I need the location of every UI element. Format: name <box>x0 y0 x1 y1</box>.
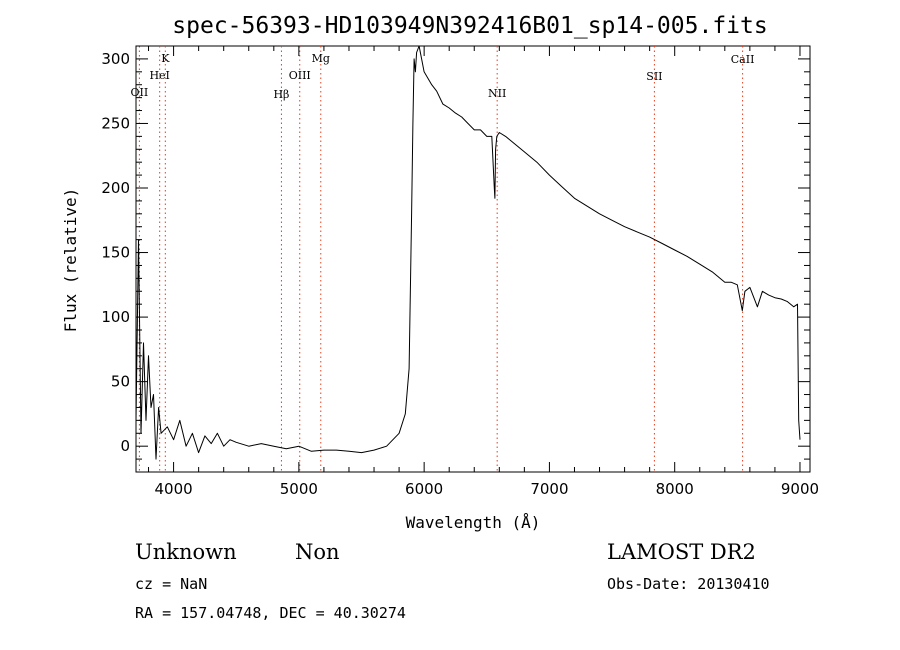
x-tick-label: 5000 <box>280 480 318 498</box>
line-marker-label: Mg <box>312 52 330 65</box>
line-marker-label: OII <box>131 86 149 99</box>
x-tick-label: 8000 <box>656 480 694 498</box>
y-axis-label: Flux (relative) <box>61 188 80 333</box>
obs-date: Obs-Date: 20130410 <box>607 575 770 593</box>
chart-title: spec-56393-HD103949N392416B01_sp14-005.f… <box>172 13 767 39</box>
y-tick-label: 300 <box>101 50 130 68</box>
x-tick-label: 6000 <box>405 480 443 498</box>
x-axis-label: Wavelength (Å) <box>406 513 541 532</box>
y-tick-label: 200 <box>101 179 130 197</box>
y-tick-label: 50 <box>111 373 130 391</box>
y-tick-label: 250 <box>101 114 130 132</box>
x-tick-label: 4000 <box>154 480 192 498</box>
spectrum-series <box>135 45 801 460</box>
line-marker-label: OIII <box>289 69 311 82</box>
line-marker-label: Hβ <box>273 88 289 101</box>
coordinates: RA = 157.04748, DEC = 40.30274 <box>135 604 406 622</box>
y-tick-label: 150 <box>101 244 130 262</box>
object-subclass: Non <box>295 540 340 564</box>
x-tick-label: 9000 <box>781 480 819 498</box>
line-marker-label: SII <box>646 70 662 83</box>
y-tick-label: 0 <box>120 437 130 455</box>
axis-ticks: 4000 5000 6000 7000 8000 9000 0 50 100 150 200 250 3… <box>101 45 819 498</box>
line-marker-label: K <box>161 52 170 65</box>
survey-name: LAMOST DR2 <box>607 540 756 564</box>
spectrum-line <box>135 45 801 460</box>
line-marker-label: HeI <box>149 69 169 82</box>
line-marker-label: NII <box>488 87 506 100</box>
object-class: Unknown <box>135 540 237 564</box>
plot-frame <box>135 45 811 473</box>
y-tick-label: 100 <box>101 308 130 326</box>
line-marker-label: CaII <box>731 53 755 66</box>
x-tick-label: 7000 <box>530 480 568 498</box>
redshift-cz: cz = NaN <box>135 575 208 593</box>
